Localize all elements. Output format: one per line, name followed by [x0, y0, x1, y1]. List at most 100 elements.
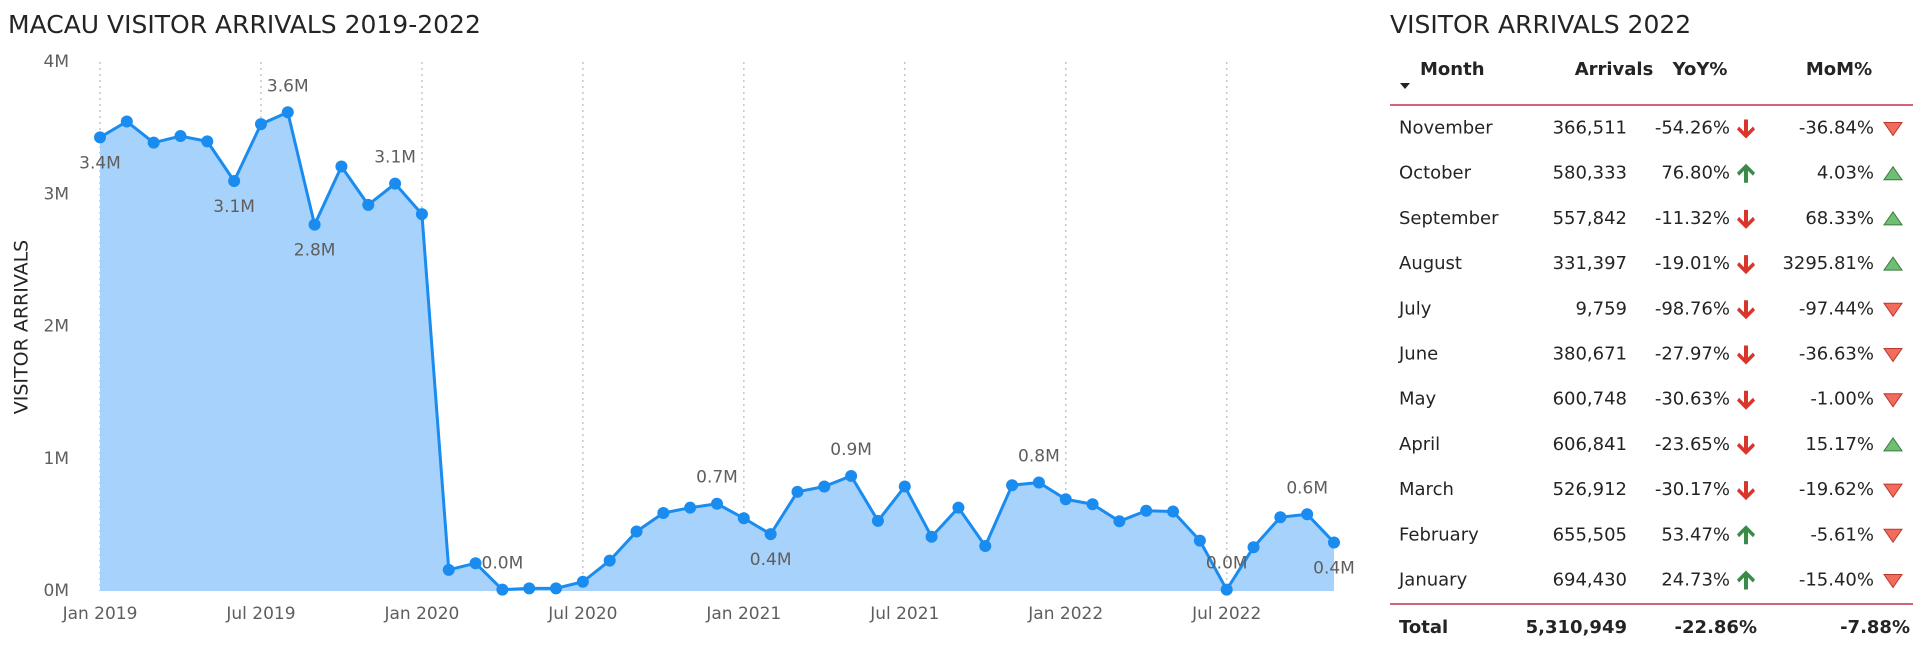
table-cell: -30.17% [1655, 479, 1730, 500]
table-cell: 694,430 [1553, 570, 1627, 591]
point [1113, 515, 1126, 528]
point [94, 131, 106, 144]
table-cell: 606,841 [1553, 434, 1627, 455]
point [1006, 479, 1019, 492]
point [1086, 498, 1099, 511]
point [469, 557, 482, 570]
down-arrow [1737, 345, 1755, 365]
table-title: VISITOR ARRIVALS 2022 [1390, 10, 1691, 39]
data-label: 0.9M [830, 440, 872, 460]
table-cell: 580,333 [1553, 163, 1627, 184]
point [550, 582, 563, 595]
total-cell: -22.86% [1675, 617, 1757, 638]
sort-icon [1400, 83, 1410, 89]
down-triangle [1883, 393, 1903, 408]
point [1274, 511, 1287, 524]
up-arrow [1737, 570, 1755, 590]
point [925, 530, 938, 543]
point [335, 160, 348, 173]
point [496, 583, 509, 596]
column-header: MoM% [1806, 59, 1872, 80]
x-tick-label: Jan 2022 [1027, 604, 1103, 624]
table-cell: May [1399, 389, 1437, 410]
table-cell: 53.47% [1661, 524, 1730, 545]
table-cell: -19.01% [1655, 253, 1730, 274]
point [362, 198, 375, 211]
data-label: 3.1M [213, 197, 255, 217]
x-tick-label: Jul 2020 [547, 604, 617, 624]
data-label: 3.4M [79, 153, 121, 173]
down-arrow [1737, 255, 1755, 275]
table-cell: -27.97% [1655, 344, 1730, 365]
down-triangle [1883, 122, 1903, 137]
point [603, 554, 616, 567]
chart-title: MACAU VISITOR ARRIVALS 2019-2022 [8, 10, 481, 39]
table-cell: November [1399, 118, 1493, 139]
point [818, 480, 831, 493]
table-cell: 655,505 [1553, 524, 1627, 545]
table-cell: 9,759 [1575, 298, 1627, 319]
down-arrow [1737, 300, 1755, 320]
data-label: 0.7M [696, 468, 738, 488]
point [254, 118, 267, 131]
point [1328, 536, 1340, 549]
down-triangle [1883, 528, 1903, 544]
y-tick-label: 2M [44, 317, 69, 337]
point [979, 540, 992, 553]
point [630, 525, 643, 538]
table-cell: 4.03% [1817, 163, 1874, 184]
point [737, 512, 750, 525]
point [174, 130, 187, 143]
table-cell: 3295.81% [1782, 253, 1874, 274]
point [791, 485, 804, 498]
data-label: 0.0M [482, 554, 524, 574]
table-cell: September [1399, 208, 1499, 229]
down-arrow [1737, 481, 1755, 501]
x-tick-label: Jul 2022 [1191, 604, 1261, 624]
y-tick-label: 0M [44, 581, 69, 601]
table-cell: -1.00% [1810, 389, 1874, 410]
data-label: 0.4M [1313, 558, 1355, 578]
y-axis-title: VISITOR ARRIVALS [11, 240, 33, 415]
point [1059, 493, 1072, 506]
table-cell: January [1398, 570, 1468, 591]
table-cell: 380,671 [1553, 344, 1627, 365]
point [952, 501, 965, 514]
down-triangle [1883, 302, 1903, 318]
column-header: Arrivals [1575, 59, 1654, 80]
table-cell: -15.40% [1799, 570, 1874, 591]
down-arrow [1737, 119, 1755, 139]
point [657, 506, 670, 519]
table-cell: 366,511 [1553, 118, 1627, 139]
point [442, 563, 455, 576]
point [711, 497, 723, 510]
point [281, 106, 294, 119]
table-cell: March [1399, 479, 1454, 500]
point [764, 528, 777, 541]
table-cell: -5.61% [1810, 524, 1874, 545]
point [1220, 583, 1233, 596]
table-cell: 76.80% [1661, 163, 1730, 184]
point [147, 136, 160, 149]
table-cell: 68.33% [1805, 208, 1874, 229]
up-triangle [1883, 256, 1903, 271]
total-cell: Total [1399, 617, 1448, 638]
down-triangle [1883, 574, 1903, 589]
data-label: 0.0M [1206, 554, 1248, 574]
table-cell: 24.73% [1661, 570, 1730, 591]
area [100, 112, 1334, 591]
table-cell: 557,842 [1553, 208, 1627, 229]
table-cell: -30.63% [1655, 389, 1730, 410]
data-label: 3.6M [267, 76, 309, 96]
table-cell: -36.84% [1799, 118, 1874, 139]
down-arrow [1737, 390, 1755, 410]
point [1032, 476, 1045, 489]
x-tick-label: Jul 2021 [869, 604, 939, 624]
table-cell: April [1399, 434, 1440, 455]
table-cell: -36.63% [1799, 344, 1874, 365]
table-cell: -54.26% [1655, 118, 1730, 139]
point [1193, 534, 1206, 547]
data-label: 3.1M [374, 148, 416, 168]
table-cell: 15.17% [1805, 434, 1874, 455]
